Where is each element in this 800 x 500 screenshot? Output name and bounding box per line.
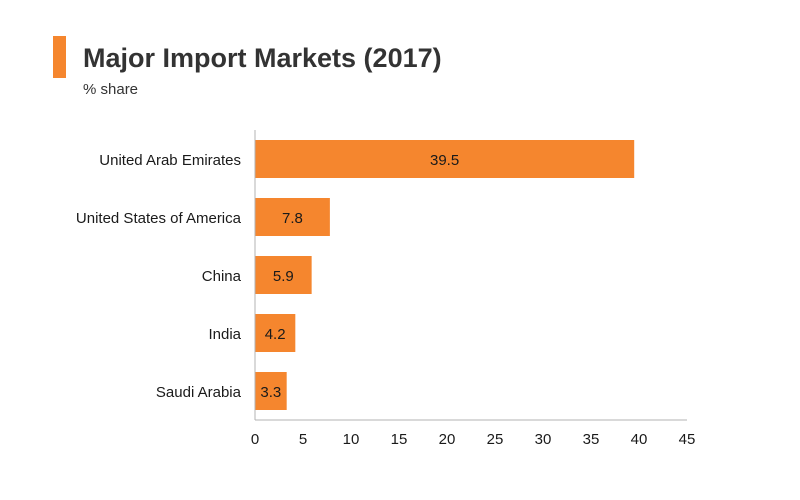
x-tick-label: 0 xyxy=(251,431,259,448)
x-tick-label: 30 xyxy=(535,431,552,448)
bar xyxy=(255,140,635,178)
bar xyxy=(255,198,330,236)
category-label: Saudi Arabia xyxy=(156,384,242,401)
chart-title: Major Import Markets (2017) xyxy=(83,43,442,73)
x-tick-label: 20 xyxy=(439,431,456,448)
category-label: China xyxy=(202,268,242,285)
x-tick-label: 35 xyxy=(583,431,600,448)
bar xyxy=(255,372,287,410)
title-accent-bar xyxy=(53,36,66,78)
x-tick-label: 10 xyxy=(343,431,360,448)
bar-data-label: 7.8 xyxy=(282,210,303,227)
x-tick-label: 25 xyxy=(487,431,504,448)
category-label: United Arab Emirates xyxy=(99,152,241,169)
bar-data-label: 3.3 xyxy=(260,384,281,401)
bar-data-label: 5.9 xyxy=(273,268,294,285)
x-tick-label: 45 xyxy=(679,431,696,448)
chart-subtitle: % share xyxy=(83,81,139,98)
bar xyxy=(255,314,296,352)
category-label: India xyxy=(208,326,241,343)
bar-data-label: 39.5 xyxy=(430,152,459,169)
x-tick-label: 40 xyxy=(631,431,648,448)
bar-data-label: 4.2 xyxy=(265,326,286,343)
bar xyxy=(255,256,312,294)
x-tick-label: 15 xyxy=(391,431,408,448)
x-tick-label: 5 xyxy=(299,431,307,448)
category-label: United States of America xyxy=(76,210,242,227)
